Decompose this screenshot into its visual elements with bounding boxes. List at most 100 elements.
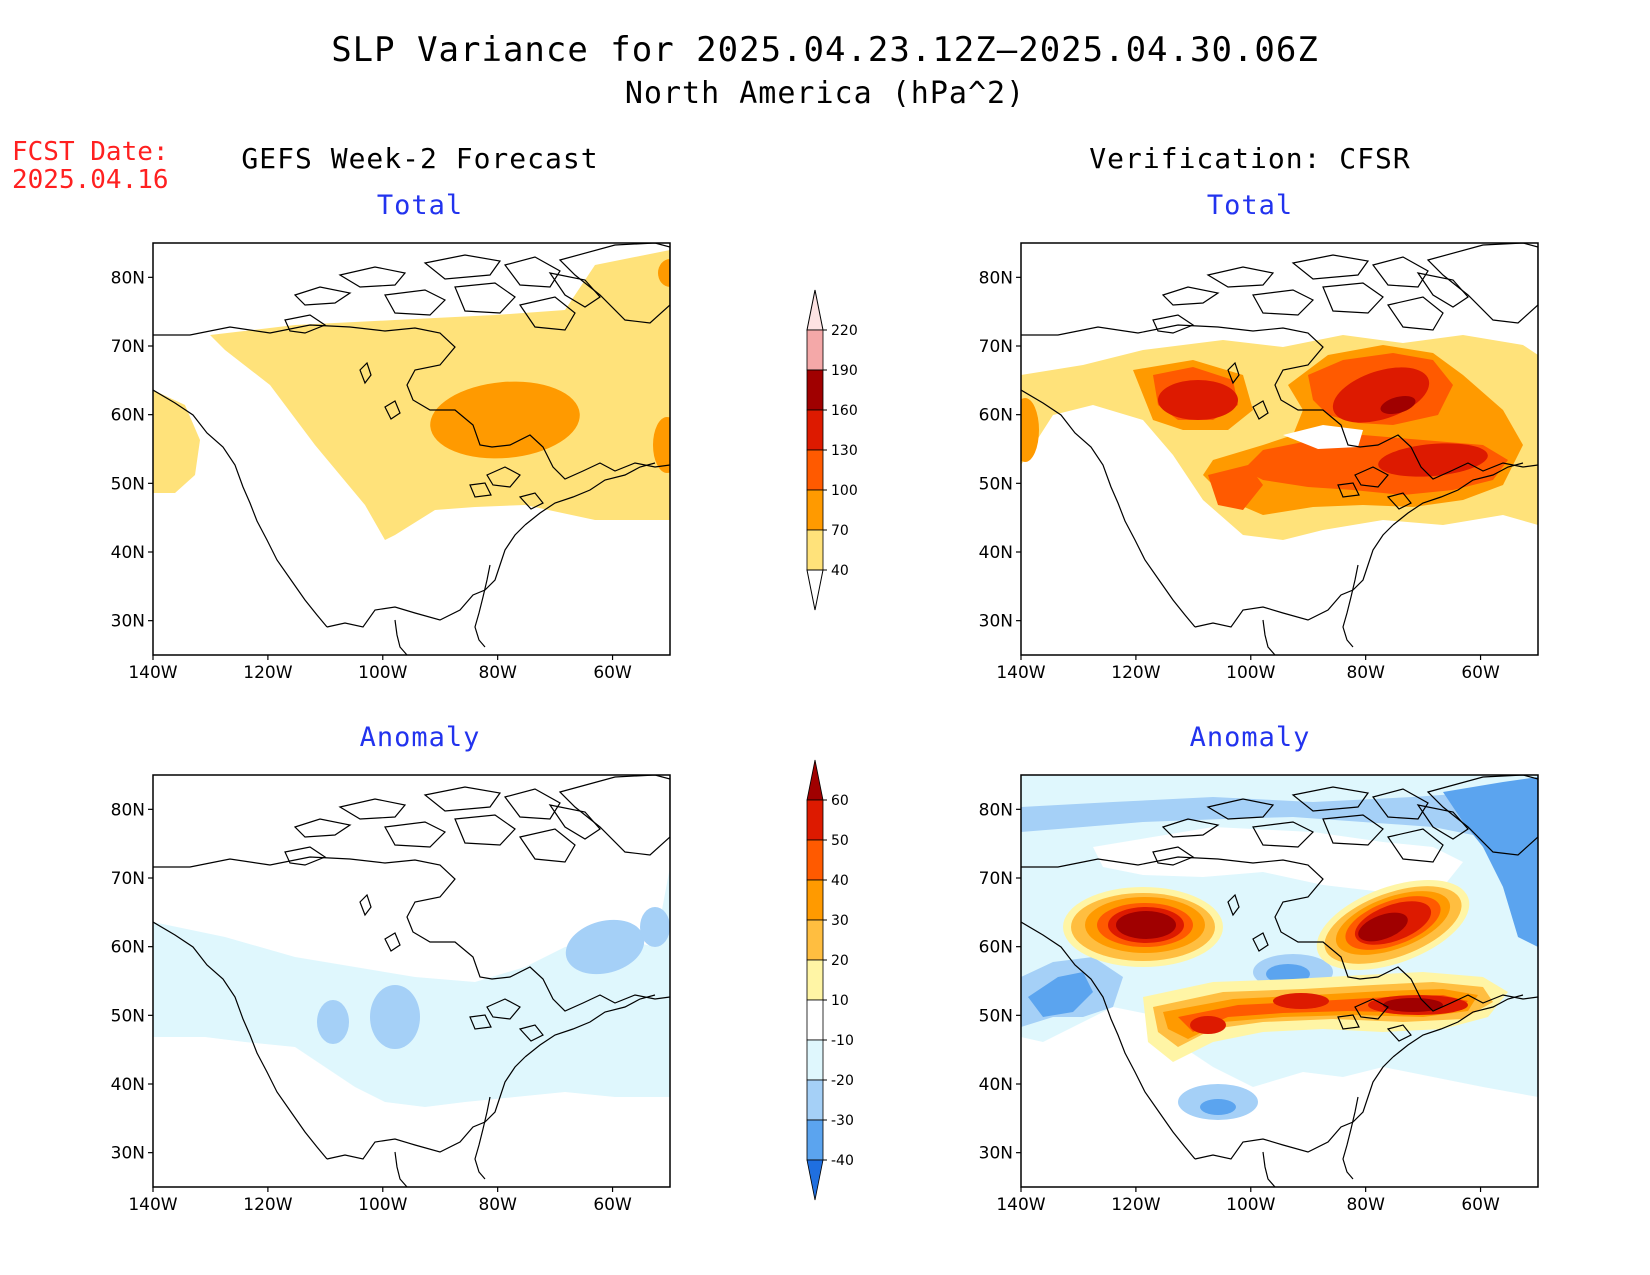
- lon-tick-label: 140W: [996, 1195, 1045, 1215]
- lat-tick-label: 30N: [979, 1144, 1013, 1164]
- colorbar-swatch: [806, 529, 824, 571]
- colorbar-anomaly: 60 50 40 30 20 10 -10 -20 -30 -40: [806, 759, 854, 1201]
- map-forecast-anomaly: 80N 70N 60N 50N 40N 30N 140W 120W 100W 80W 60W: [111, 774, 671, 1215]
- colorbar-label: -20: [831, 1073, 854, 1089]
- colorbar-label: -10: [831, 1033, 854, 1049]
- lat-tick-label: 50N: [111, 1006, 145, 1026]
- colorbar-label: 220: [831, 323, 858, 339]
- colorbar-label: 70: [831, 523, 849, 539]
- left-total-label: Total: [376, 190, 464, 221]
- colorbar-swatch: [806, 449, 824, 491]
- colorbar-swatch: [806, 959, 824, 1001]
- lon-tick-label: 100W: [1226, 1195, 1275, 1215]
- lat-tick-label: 40N: [111, 543, 145, 563]
- lon-tick-label: 60W: [593, 663, 632, 683]
- lon-tick-label: 120W: [1111, 663, 1160, 683]
- colorbar-label: 190: [831, 363, 858, 379]
- lat-tick-label: 60N: [979, 938, 1013, 958]
- lat-tick-label: 60N: [111, 938, 145, 958]
- lon-tick-label: 100W: [1226, 663, 1275, 683]
- lon-tick-label: 100W: [358, 1195, 407, 1215]
- lat-tick-label: 30N: [111, 1144, 145, 1164]
- lat-tick-label: 40N: [111, 1075, 145, 1095]
- colorbar-label: 50: [831, 833, 849, 849]
- colorbar-swatch: [806, 409, 824, 451]
- colorbar-swatch: [806, 999, 824, 1041]
- shading: [1021, 335, 1538, 540]
- colorbar-swatch: [806, 329, 824, 371]
- map-verification-anomaly: 80N 70N 60N 50N 40N 30N 140W 120W 100W 80W 60W: [979, 774, 1539, 1215]
- right-anomaly-label: Anomaly: [1189, 722, 1311, 753]
- lon-tick-label: 140W: [128, 663, 177, 683]
- lon-tick-label: 80W: [1346, 663, 1385, 683]
- lat-tick-label: 50N: [979, 474, 1013, 494]
- shading: [153, 792, 670, 1107]
- right-column-title: Verification: CFSR: [1089, 142, 1411, 175]
- colorbar-label: 60: [831, 793, 849, 809]
- lat-tick-label: 70N: [979, 337, 1013, 357]
- lat-tick-label: 30N: [979, 612, 1013, 632]
- lon-tick-label: 80W: [478, 663, 517, 683]
- colorbar-swatch: [806, 879, 824, 921]
- colorbar-swatch: [806, 489, 824, 531]
- coastlines: [1021, 243, 1538, 655]
- lon-tick-label: 120W: [243, 663, 292, 683]
- lon-tick-label: 120W: [243, 1195, 292, 1215]
- colorbar-swatch: [806, 839, 824, 881]
- colorbar-swatch: [806, 1079, 824, 1121]
- colorbar-label: 40: [831, 873, 849, 889]
- colorbar-swatch: [806, 799, 824, 841]
- lat-tick-label: 40N: [979, 1075, 1013, 1095]
- lat-tick-label: 70N: [111, 869, 145, 889]
- lat-tick-label: 80N: [979, 800, 1013, 820]
- lat-tick-label: 60N: [111, 406, 145, 426]
- colorbar-label: -30: [831, 1113, 854, 1129]
- colorbar-label: 30: [831, 913, 849, 929]
- left-anomaly-label: Anomaly: [359, 722, 481, 753]
- chart-title: SLP Variance for 2025.04.23.12Z–2025.04.…: [331, 30, 1319, 70]
- shading: [153, 250, 670, 540]
- lon-tick-label: 140W: [128, 1195, 177, 1215]
- lon-tick-label: 60W: [1461, 1195, 1500, 1215]
- left-column-title: GEFS Week-2 Forecast: [241, 142, 599, 175]
- colorbar-swatch: [806, 1119, 824, 1161]
- forecast-date-label: FCST Date:: [12, 137, 169, 167]
- colorbar-label: 10: [831, 993, 849, 1009]
- lat-tick-label: 80N: [979, 268, 1013, 288]
- lat-tick-label: 40N: [979, 543, 1013, 563]
- forecast-date-block: FCST Date: 2025.04.16: [12, 138, 169, 194]
- colorbar-swatch: [806, 369, 824, 411]
- lat-tick-label: 70N: [979, 869, 1013, 889]
- right-total-label: Total: [1206, 190, 1294, 221]
- forecast-date-value: 2025.04.16: [12, 165, 169, 195]
- colorbar-swatch: [806, 919, 824, 961]
- lon-tick-label: 80W: [1346, 1195, 1385, 1215]
- colorbar-label: 130: [831, 443, 858, 459]
- map-forecast-total: 80N 70N 60N 50N 40N 30N 140W 120W 100W 80W 60W: [111, 242, 671, 683]
- colorbar-label: 100: [831, 483, 858, 499]
- lon-tick-label: 140W: [996, 663, 1045, 683]
- colorbar-label: 20: [831, 953, 849, 969]
- shading: [1021, 775, 1538, 1120]
- colorbar-label: 40: [831, 563, 849, 579]
- map-verification-total: 80N 70N 60N 50N 40N 30N 140W 120W 100W 80W 60W: [979, 242, 1539, 683]
- lat-tick-label: 50N: [111, 474, 145, 494]
- coastlines: [153, 243, 670, 655]
- coastlines: [153, 775, 670, 1187]
- colorbar-swatch: [806, 1039, 824, 1081]
- colorbar-total: 220 190 160 130 100 70 40: [806, 289, 858, 611]
- lat-tick-label: 30N: [111, 612, 145, 632]
- colorbar-label: 160: [831, 403, 858, 419]
- colorbar-label: -40: [831, 1153, 854, 1169]
- coastlines: [1021, 775, 1538, 1187]
- lon-tick-label: 80W: [478, 1195, 517, 1215]
- lon-tick-label: 60W: [1461, 663, 1500, 683]
- lat-tick-label: 70N: [111, 337, 145, 357]
- lat-tick-label: 50N: [979, 1006, 1013, 1026]
- lon-tick-label: 120W: [1111, 1195, 1160, 1215]
- lon-tick-label: 60W: [593, 1195, 632, 1215]
- lon-tick-label: 100W: [358, 663, 407, 683]
- lat-tick-label: 60N: [979, 406, 1013, 426]
- chart-subtitle: North America (hPa^2): [624, 76, 1026, 111]
- lat-tick-label: 80N: [111, 268, 145, 288]
